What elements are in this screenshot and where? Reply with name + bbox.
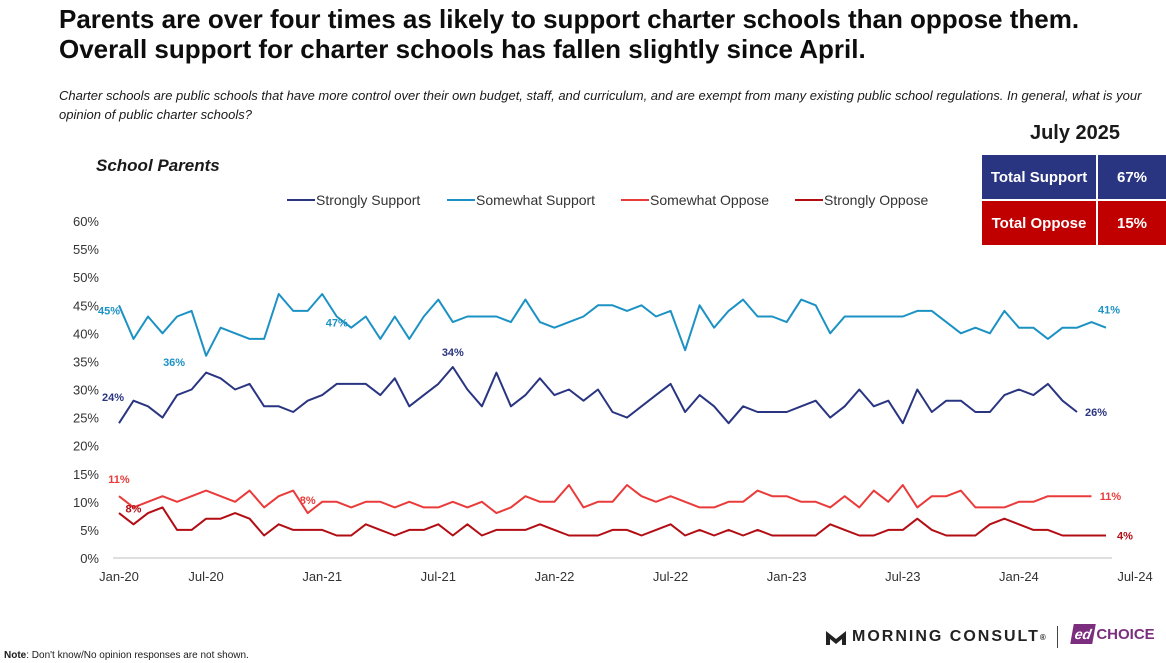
data-label: 41% bbox=[1098, 305, 1120, 317]
data-label: 11% bbox=[1100, 491, 1122, 503]
y-tick-label: 30% bbox=[73, 383, 99, 398]
y-tick-label: 55% bbox=[73, 242, 99, 257]
y-tick-label: 15% bbox=[73, 467, 99, 482]
data-label: 45% bbox=[98, 305, 120, 317]
data-label: 24% bbox=[102, 392, 124, 404]
chart-title: Parents are over four times as likely to… bbox=[59, 4, 1080, 64]
x-tick-label: Jan-24 bbox=[999, 569, 1039, 584]
chart-subtitle: Charter schools are public schools that … bbox=[59, 88, 1142, 122]
data-label: 34% bbox=[442, 347, 464, 359]
x-tick-label: Jul-21 bbox=[421, 569, 456, 584]
y-tick-label: 25% bbox=[73, 411, 99, 426]
summary-value-support: 67% bbox=[1097, 155, 1166, 201]
data-label: 8% bbox=[126, 503, 142, 515]
data-label: 47% bbox=[326, 317, 348, 329]
x-tick-label: Jan-20 bbox=[99, 569, 139, 584]
series-line bbox=[118, 484, 1092, 515]
x-tick-label: Jul-23 bbox=[885, 569, 920, 584]
y-tick-label: 10% bbox=[73, 495, 99, 510]
y-tick-label: 60% bbox=[73, 214, 99, 229]
edchoice-choice: CHOICE bbox=[1096, 625, 1155, 643]
morning-consult-icon bbox=[826, 631, 846, 645]
y-tick-label: 45% bbox=[73, 298, 99, 313]
summary-label-support: Total Support bbox=[982, 155, 1098, 201]
footnote-label: Note bbox=[4, 650, 27, 661]
y-tick-label: 5% bbox=[80, 523, 99, 538]
y-tick-label: 35% bbox=[73, 354, 99, 369]
legend-label: Somewhat Oppose bbox=[650, 192, 769, 208]
brand-divider bbox=[1057, 626, 1058, 648]
summary-value-oppose: 15% bbox=[1097, 200, 1166, 245]
summary-table: Total Support 67% Total Oppose 15% bbox=[982, 155, 1166, 245]
summary-label-oppose: Total Oppose bbox=[982, 200, 1098, 245]
legend-label: Somewhat Support bbox=[476, 192, 595, 208]
data-label: 26% bbox=[1085, 407, 1107, 419]
x-tick-label: Jan-22 bbox=[535, 569, 575, 584]
data-label: 11% bbox=[108, 474, 130, 486]
morning-consult-text: MORNING CONSULT bbox=[852, 628, 1040, 645]
edchoice-logo: ed CHOICE bbox=[1070, 624, 1155, 644]
y-tick-label: 40% bbox=[73, 326, 99, 341]
edchoice-ed: ed bbox=[1070, 624, 1097, 644]
footnote-text: : Don't know/No opinion responses are no… bbox=[26, 650, 249, 661]
summary-row-support: Total Support 67% bbox=[982, 155, 1166, 201]
legend-label: Strongly Oppose bbox=[824, 192, 928, 208]
y-tick-label: 20% bbox=[73, 439, 99, 454]
line-chart: 0% 5% 10% 15% 20% 25% 30% 35% 40% 45% 50% 55% 60% Jan… bbox=[73, 192, 1153, 584]
morning-consult-logo: MORNING CONSULT ® bbox=[826, 628, 1046, 646]
summary-title: July 2025 bbox=[1029, 122, 1121, 144]
legend-label: Strongly Support bbox=[316, 192, 420, 208]
y-tick-label: 0% bbox=[80, 551, 99, 566]
series-line bbox=[118, 293, 1107, 357]
x-tick-label: Jan-21 bbox=[302, 569, 342, 584]
y-tick-label: 50% bbox=[73, 270, 99, 285]
data-label: 36% bbox=[163, 357, 185, 369]
series-line bbox=[118, 366, 1078, 425]
series-line bbox=[118, 506, 1106, 537]
registered-mark: ® bbox=[1039, 632, 1046, 642]
data-label: 8% bbox=[300, 495, 316, 507]
summary-row-oppose: Total Oppose 15% bbox=[982, 200, 1166, 245]
data-label: 4% bbox=[1117, 531, 1133, 543]
x-tick-label: Jul-22 bbox=[653, 569, 688, 584]
x-tick-label: Jul-20 bbox=[188, 569, 223, 584]
x-tick-label: Jul-24 bbox=[1117, 569, 1152, 584]
panel-title: School Parents bbox=[96, 156, 220, 175]
footnote: Note: Don't know/No opinion responses ar… bbox=[4, 650, 249, 661]
x-tick-label: Jan-23 bbox=[767, 569, 807, 584]
